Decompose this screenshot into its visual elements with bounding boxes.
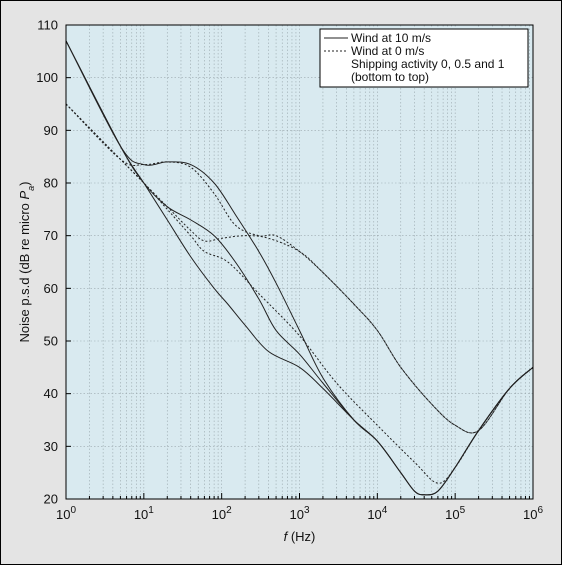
- y-tick-label: 40: [44, 386, 58, 401]
- series-group: [66, 40, 533, 496]
- x-tick-label: 105: [445, 505, 465, 522]
- x-tick-label-exp: 0: [70, 505, 76, 516]
- y-tick-label: 60: [44, 281, 58, 296]
- legend-entry-order: (bottom to top): [351, 70, 429, 84]
- x-axis-label-unit: (Hz): [287, 529, 315, 544]
- tick-marks: [65, 24, 530, 500]
- y-tick-label: 90: [44, 123, 58, 138]
- x-tick-label-base: 10: [445, 507, 459, 522]
- y-tick-label: 20: [44, 492, 58, 507]
- x-tick-label: 104: [367, 505, 387, 522]
- y-axis-label: Noise p.s.d (dB re micro Pa): [17, 181, 36, 342]
- y-tick-label: 50: [44, 334, 58, 349]
- y-tick-label: 30: [44, 439, 58, 454]
- x-tick-label-exp: 3: [304, 505, 310, 516]
- x-tick-label-exp: 2: [226, 505, 232, 516]
- y-axis-label-main: Noise p.s.d (dB re micro: [17, 199, 32, 342]
- y-axis-label-close: ): [17, 181, 32, 185]
- x-tick-label-base: 10: [134, 507, 148, 522]
- series-line-wind-0-3: [66, 103, 533, 484]
- legend-entry-wind-10: Wind at 10 m/s: [351, 31, 431, 45]
- legend-entry-shipping: Shipping activity 0, 0.5 and 1: [351, 57, 505, 71]
- x-axis-label-var: f: [284, 529, 289, 544]
- series-line-wind-10-2: [66, 40, 533, 496]
- y-axis-label-sub: a: [26, 186, 36, 191]
- x-tick-label-base: 10: [289, 507, 303, 522]
- x-tick-label: 100: [56, 505, 76, 522]
- series-line-wind-0-4: [66, 103, 533, 434]
- x-tick-label-base: 10: [56, 507, 70, 522]
- plot-area: [66, 25, 533, 499]
- x-tick-label-base: 10: [523, 507, 537, 522]
- x-tick-label: 103: [289, 505, 309, 522]
- x-tick-labels: 100 101 102 103 104 105 106: [56, 505, 543, 522]
- x-tick-label-exp: 6: [537, 505, 543, 516]
- x-tick-label-base: 10: [367, 507, 381, 522]
- x-tick-label: 102: [212, 505, 232, 522]
- y-tick-label: 100: [36, 70, 58, 85]
- x-tick-label-exp: 1: [148, 505, 154, 516]
- x-tick-label-base: 10: [212, 507, 226, 522]
- legend: Wind at 10 m/s Wind at 0 m/s Shipping ac…: [319, 28, 529, 88]
- y-axis-label-p: P: [17, 190, 32, 199]
- x-tick-label: 106: [523, 505, 543, 522]
- x-tick-label-exp: 5: [460, 505, 466, 516]
- y-tick-label: 70: [44, 228, 58, 243]
- x-tick-label: 101: [134, 505, 154, 522]
- x-tick-label-exp: 4: [382, 505, 388, 516]
- legend-entry-wind-0: Wind at 0 m/s: [351, 44, 424, 58]
- y-tick-label: 110: [37, 18, 58, 33]
- legend-box: [319, 28, 529, 88]
- y-tick-label: 80: [44, 176, 58, 191]
- x-axis-label: f (Hz): [284, 529, 316, 544]
- y-tick-labels: 20 30 40 50 60 70 80 90 100 110: [36, 18, 58, 507]
